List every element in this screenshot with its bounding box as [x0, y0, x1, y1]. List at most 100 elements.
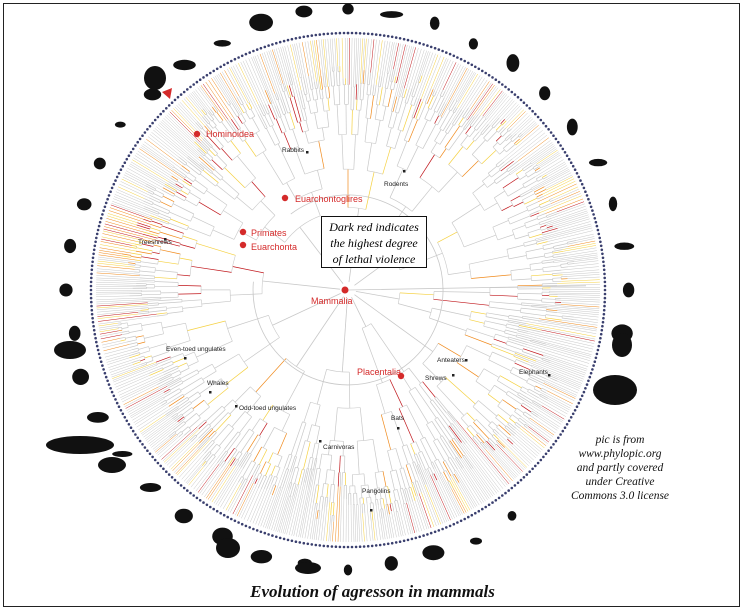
- tree-branch: [118, 374, 165, 396]
- tree-branch: [316, 39, 322, 77]
- tree-branch: [265, 463, 272, 476]
- tree-branch: [107, 213, 138, 223]
- tree-branch: [359, 407, 365, 441]
- tree-branch: [490, 99, 513, 126]
- tree-branch: [510, 200, 514, 207]
- tree-branch: [149, 423, 179, 446]
- tree-branch: [260, 476, 268, 490]
- tree-branch: [141, 411, 176, 436]
- tree-branch: [144, 355, 152, 359]
- tip-marker: [90, 272, 93, 276]
- tree-branch: [177, 274, 191, 277]
- tree-branch: [308, 75, 312, 90]
- tree-branch: [573, 319, 598, 323]
- tree-branch: [504, 130, 543, 162]
- tree-branch: [421, 51, 431, 76]
- tree-branch: [180, 190, 189, 195]
- tip-marker: [186, 489, 189, 492]
- tip-marker: [565, 423, 569, 426]
- tree-branch: [462, 456, 472, 470]
- tree-branch: [183, 351, 195, 357]
- tree-branch: [448, 270, 471, 275]
- tree-branch: [333, 71, 335, 86]
- tree-branch: [189, 192, 201, 200]
- tree-branch: [396, 165, 407, 171]
- tree-branch: [482, 90, 503, 117]
- tree-branch: [361, 328, 383, 383]
- tree-branch: [544, 251, 553, 255]
- tree-branch: [434, 397, 447, 414]
- tip-marker: [536, 461, 540, 465]
- tree-branch: [96, 277, 155, 281]
- figure-frame: [3, 3, 740, 607]
- tree-branch: [313, 40, 320, 77]
- tree-branch: [214, 75, 233, 104]
- tree-branch: [493, 338, 507, 344]
- tip-marker: [237, 56, 240, 59]
- tree-branch: [360, 99, 362, 111]
- tree-branch: [200, 142, 209, 151]
- tree-branch: [268, 104, 276, 120]
- tree-branch: [520, 389, 527, 394]
- tree-branch: [541, 227, 558, 234]
- tree-branch: [365, 117, 371, 119]
- tree-branch: [393, 510, 400, 537]
- tree-branch: [337, 486, 341, 542]
- tree-branch: [330, 502, 332, 516]
- tree-branch: [521, 304, 532, 307]
- animal-silhouette: [468, 38, 478, 50]
- tip-marker: [603, 300, 606, 304]
- tree-branch: [532, 164, 538, 168]
- tip-marker: [565, 154, 569, 157]
- tree-branch: [550, 199, 554, 202]
- tree-branch: [550, 191, 580, 204]
- tree-branch: [97, 260, 128, 265]
- tip-marker: [603, 272, 606, 276]
- tree-branch: [184, 413, 197, 424]
- tree-branch: [102, 340, 121, 346]
- tree-branch: [160, 249, 181, 255]
- tree-branch: [324, 72, 327, 87]
- tip-marker: [98, 220, 102, 224]
- tree-branch: [547, 307, 600, 313]
- tree-branch: [506, 161, 518, 170]
- tip-marker: [148, 452, 152, 456]
- animal-silhouette: [114, 121, 126, 128]
- tree-branch: [211, 78, 227, 103]
- tree-branch: [262, 467, 285, 528]
- tree-branch: [398, 408, 415, 443]
- tree-branch: [381, 41, 388, 77]
- tree-branch: [163, 388, 170, 393]
- tree-branch: [239, 105, 245, 114]
- tree-branch: [185, 96, 203, 117]
- tip-marker: [99, 217, 103, 220]
- tree-branch: [392, 69, 396, 83]
- tree-branch: [309, 509, 315, 540]
- tree-branch: [209, 464, 234, 501]
- tree-branch: [417, 495, 430, 529]
- tree-branch: [544, 253, 546, 258]
- tree-branch: [375, 505, 381, 540]
- tree-branch: [576, 236, 595, 241]
- animal-silhouette: [59, 283, 73, 297]
- tree-branch: [471, 115, 481, 128]
- tree-branch: [411, 186, 433, 212]
- tree-branch: [211, 119, 214, 122]
- tree-branch: [389, 168, 404, 198]
- tip-marker: [594, 356, 598, 360]
- tree-branch: [140, 265, 156, 269]
- tree-branch: [321, 98, 325, 112]
- tree-branch: [199, 428, 214, 444]
- tree-branch: [497, 234, 515, 241]
- tree-branch: [466, 345, 491, 358]
- tip-marker: [102, 209, 105, 212]
- whale-silhouette: [46, 436, 114, 454]
- tree-branch: [245, 59, 266, 105]
- tree-branch: [537, 183, 577, 203]
- tree-branch: [134, 261, 141, 263]
- tree-branch: [429, 317, 467, 332]
- tree-branch: [162, 322, 186, 329]
- tree-branch: [510, 115, 530, 134]
- tree-branch: [240, 61, 261, 104]
- tree-branch: [545, 345, 591, 359]
